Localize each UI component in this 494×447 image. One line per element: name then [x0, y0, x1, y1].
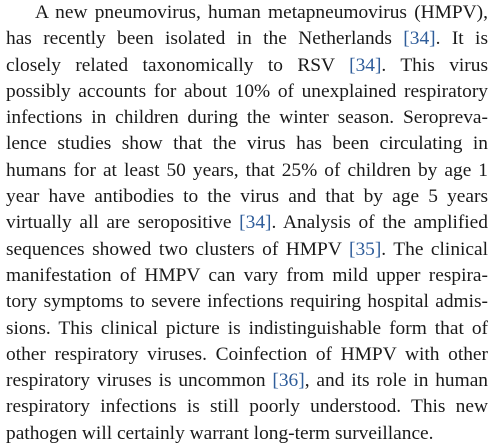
text-line: A new pneumovirus, human metapneumovirus…: [6, 0, 488, 26]
text-segment: humans for at least 50 years, that 25% o…: [6, 159, 488, 181]
text-segment: , and its role in human: [304, 370, 488, 392]
citation-link[interactable]: [34]: [403, 28, 436, 50]
text-line: respiratory infections is still poorly u…: [6, 394, 488, 420]
body-paragraph: A new pneumovirus, human metapneumovirus…: [6, 0, 488, 447]
text-line: sequences showed two clusters of HMPV [3…: [6, 237, 488, 263]
text-line: lence studies show that the virus has be…: [6, 131, 488, 157]
text-segment: A new pneumovirus, human metapneumovirus…: [35, 2, 488, 23]
text-segment: respiratory viruses is uncommon: [6, 370, 273, 392]
text-line: sions. This clinical picture is indistin…: [6, 316, 488, 342]
text-line: respiratory viruses is uncommon [36], an…: [6, 368, 488, 394]
text-segment: pathogen will certainly warrant long-ter…: [6, 422, 434, 444]
document-page: A new pneumovirus, human metapneumovirus…: [6, 0, 488, 447]
text-segment: sions. This clinical picture is indistin…: [6, 317, 488, 339]
text-line: infections in children during the winter…: [6, 105, 488, 131]
text-segment: has recently been isolated in the Nether…: [6, 28, 404, 50]
text-line: virtually all are seropositive [34]. Ana…: [6, 210, 488, 236]
text-line: humans for at least 50 years, that 25% o…: [6, 158, 488, 184]
text-segment: tory symptoms to severe infections requi…: [6, 291, 488, 313]
text-line: tory symptoms to severe infections requi…: [6, 289, 488, 315]
text-segment: manifestation of HMPV can vary from mild…: [6, 264, 488, 286]
text-segment: other respiratory viruses. Coinfection o…: [6, 343, 488, 365]
text-segment: possibly accounts for about 10% of unexp…: [6, 80, 488, 102]
text-segment: respiratory infections is still poorly u…: [6, 396, 488, 418]
text-segment: virtually all are seropositive: [6, 212, 240, 234]
text-segment: . The clinical: [381, 238, 488, 260]
text-line: other respiratory viruses. Coinfection o…: [6, 342, 488, 368]
text-segment: . It is: [435, 28, 488, 50]
text-line: closely related taxonomically to RSV [34…: [6, 53, 488, 79]
text-segment: . This virus: [381, 54, 488, 76]
text-line: year have antibodies to the virus and th…: [6, 184, 488, 210]
text-line: has recently been isolated in the Nether…: [6, 26, 488, 52]
citation-link[interactable]: [35]: [348, 238, 382, 260]
text-segment: infections in children during the winter…: [6, 107, 488, 129]
text-segment: sequences showed two clusters of HMPV: [6, 238, 349, 260]
text-line: pathogen will certainly warrant long-ter…: [6, 421, 488, 447]
text-segment: closely related taxonomically to RSV: [6, 54, 350, 76]
citation-link[interactable]: [34]: [349, 54, 382, 76]
text-line: possibly accounts for about 10% of unexp…: [6, 79, 488, 105]
text-segment: . Analysis of the amplified: [271, 212, 488, 234]
citation-link[interactable]: [34]: [239, 212, 272, 234]
text-segment: lence studies show that the virus has be…: [6, 133, 488, 155]
citation-link[interactable]: [36]: [272, 370, 305, 392]
text-segment: year have antibodies to the virus and th…: [6, 186, 488, 208]
text-line: manifestation of HMPV can vary from mild…: [6, 263, 488, 289]
